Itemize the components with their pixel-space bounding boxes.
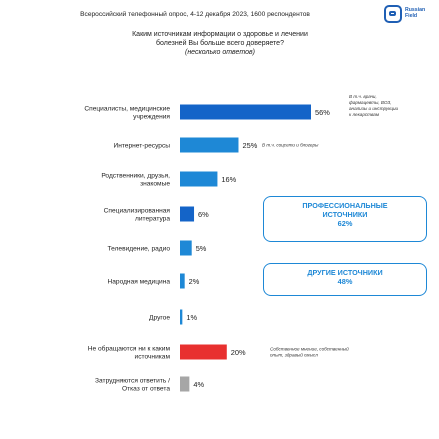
value-label: 1% — [186, 313, 197, 322]
bar-note: опыт, здравый смысл — [270, 352, 318, 358]
bar-label: Народная медицина — [107, 278, 170, 285]
bar — [180, 171, 218, 187]
value-label: 20% — [231, 348, 246, 357]
bar-note: В т.ч. соцсети и блогеры — [262, 143, 319, 148]
bar-note: В т.ч. врачи, — [349, 94, 377, 99]
bar-label: знакомые — [140, 180, 170, 187]
value-label: 16% — [221, 175, 236, 184]
bar-label: Родственники, друзья, — [101, 172, 170, 179]
bar-label: Отказ от ответа — [122, 385, 170, 392]
value-label: 25% — [242, 141, 257, 150]
bar — [180, 206, 195, 222]
bar-label: литература — [135, 215, 170, 222]
bar-label: Телевидение, радио — [107, 245, 170, 252]
question-subtitle: (несколько ответов) — [185, 49, 255, 56]
bar — [180, 137, 239, 153]
logo-icon — [384, 5, 402, 23]
bar-note: фармацевты, ВОЗ, — [349, 100, 392, 105]
bar — [180, 240, 192, 256]
bar-label: Не обращаются ни к каким — [88, 344, 171, 352]
bar-note: Собственное мнение, собственный — [270, 346, 349, 352]
question-line-1: Каким источникам информации о здоровье и… — [132, 31, 308, 38]
value-label: 5% — [196, 244, 207, 253]
bar — [180, 344, 227, 360]
callout-title-line-2: ИСТОЧНИКИ — [322, 210, 368, 219]
callout-title-line-1: ПРОФЕССИОНАЛЬНЫЕ — [302, 201, 388, 210]
logo-line-2: Field — [405, 13, 418, 19]
bar-label: учреждения — [133, 113, 170, 120]
value-label: 2% — [189, 277, 200, 286]
other-sources-callout: ДРУГИЕ ИСТОЧНИКИ 48% — [263, 263, 427, 296]
bar-label: Интернет-ресурсы — [113, 142, 170, 149]
bar-label: Затрудняются ответить / — [95, 377, 170, 384]
callout-value: 48% — [337, 277, 353, 286]
logo-line-1: Russian — [405, 7, 426, 13]
logo-text: Russian Field — [405, 7, 425, 19]
callout-title: ДРУГИЕ ИСТОЧНИКИ — [307, 268, 383, 277]
value-label: 6% — [198, 210, 209, 219]
professional-sources-callout: ПРОФЕССИОНАЛЬНЫЕ ИСТОЧНИКИ 62% — [263, 196, 427, 242]
bar — [180, 273, 185, 289]
value-label: 56% — [315, 108, 330, 117]
survey-header: Всероссийский телефонный опрос, 4-12 дек… — [80, 11, 310, 18]
bar — [180, 104, 311, 120]
chart-question: Каким источникам информации о здоровье и… — [60, 30, 380, 57]
bar-label: Специализированная — [104, 207, 171, 214]
bar-label: Другое — [149, 314, 170, 321]
bar-note: анализы и инструкции — [349, 106, 399, 111]
bar — [180, 309, 183, 325]
callout-value: 62% — [337, 219, 353, 228]
bar-label: Специалисты, медицинские — [84, 105, 170, 112]
russian-field-logo: Russian Field — [384, 4, 436, 26]
value-label: 4% — [193, 380, 204, 389]
question-line-2: болезней Вы больше всего доверяете? — [156, 40, 284, 47]
bar-label: источникам — [135, 353, 171, 360]
bar-note: к лекарствам — [349, 112, 380, 117]
bar — [180, 376, 190, 392]
